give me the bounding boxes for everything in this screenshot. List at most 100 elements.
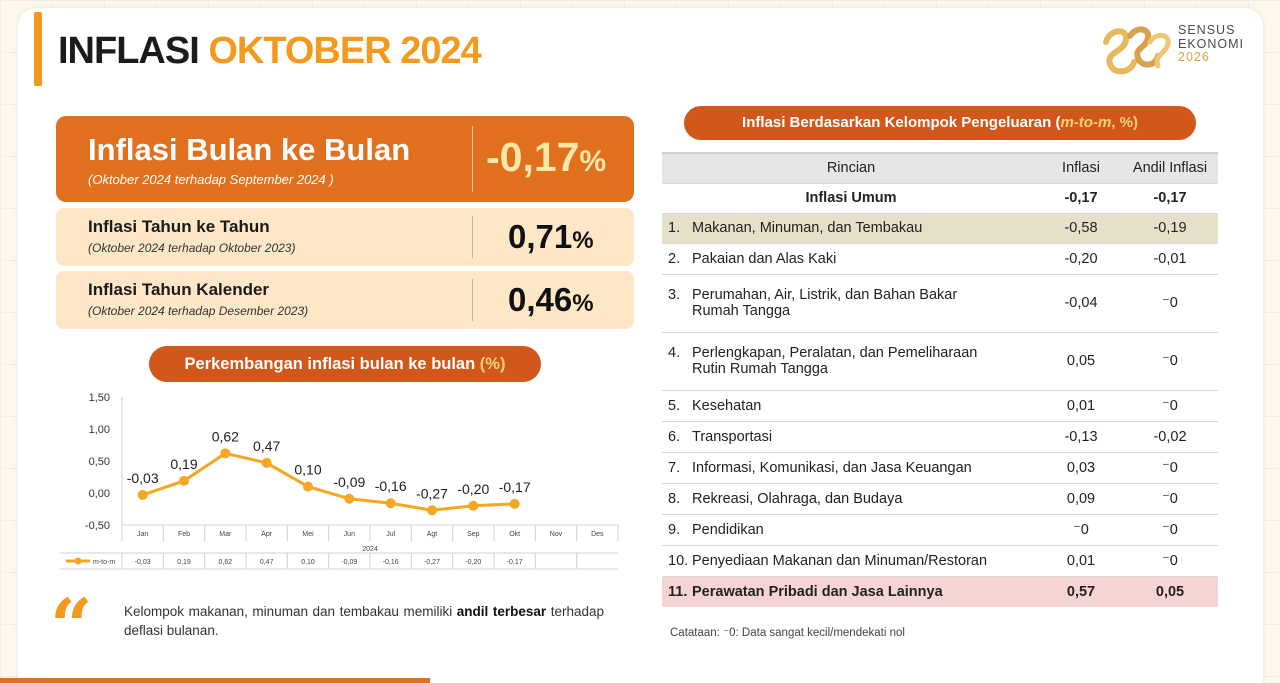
row-number: 3.	[668, 287, 681, 303]
row-name-wrap: 6. Transportasi	[668, 429, 1034, 445]
data-table-value: -0,09	[341, 559, 357, 566]
ytd-number: 0,46	[508, 281, 573, 318]
chart-title-pill: Perkembangan inflasi bulan ke bulan (%)	[149, 346, 541, 382]
yoy-sub: (Oktober 2024 terhadap Oktober 2023)	[88, 241, 296, 255]
general-andil: -0,17	[1122, 182, 1218, 213]
row-inflasi: 0,01	[1040, 389, 1122, 421]
y-tick-label: 0,50	[89, 456, 110, 468]
data-table-value: -0,03	[135, 559, 151, 566]
y-tick-label: 1,50	[89, 392, 110, 404]
x-tick-label: Agt	[427, 531, 438, 538]
row-name-cell: 1. Makanan, Minuman, dan Tembakau	[662, 212, 1040, 243]
row-name-cell: 5. Kesehatan	[662, 389, 1040, 421]
row-name-wrap: 1. Makanan, Minuman, dan Tembakau	[668, 220, 1034, 236]
logo-line3: 2026	[1178, 50, 1210, 64]
row-name-wrap: 3. Perumahan, Air, Listrik, dan Bahan Bak…	[668, 287, 1034, 319]
y-tick-label: -0,50	[85, 520, 110, 532]
title-part2: OKTOBER 2024	[208, 30, 481, 72]
table-row: 9. Pendidikan ⁻0 ⁻0	[662, 513, 1218, 545]
data-table-value: 0,47	[260, 559, 274, 566]
row-label: Perawatan Pribadi dan Jasa Lainnya	[692, 583, 943, 600]
logo-line2: EKONOMI	[1178, 36, 1245, 51]
row-label: Perumahan, Air, Listrik, dan Bahan Bakar…	[692, 287, 958, 319]
quote-before: Kelompok makanan, minuman dan tembakau m…	[124, 604, 457, 619]
x-tick-label: Apr	[261, 531, 273, 538]
general-label: Inflasi Umum	[662, 182, 1040, 213]
table-title-suffix: , %)	[1111, 114, 1138, 131]
yoy-unit: %	[572, 227, 594, 254]
row-number: 6.	[668, 428, 681, 445]
row-number: 10.	[668, 552, 689, 569]
yoy-inflation-box: Inflasi Tahun ke Tahun (Oktober 2024 ter…	[56, 208, 634, 266]
table-row: 6. Transportasi -0,13 -0,02	[662, 420, 1218, 452]
row-name-wrap: 7. Informasi, Komunikasi, dan Jasa Keuang…	[668, 460, 1034, 476]
row-inflasi: -0,04	[1040, 273, 1122, 332]
legend-marker	[74, 557, 82, 565]
data-table-value: 0,10	[301, 559, 315, 566]
table-header-row: Rincian Inflasi Andil Inflasi	[662, 152, 1218, 183]
row-name-wrap: 4. Perlengkapan, Peralatan, dan Pemelihar…	[668, 345, 1034, 377]
data-point	[344, 493, 355, 504]
row-number: 4.	[668, 345, 681, 361]
data-table-value: -0,27	[424, 559, 440, 566]
data-label: -0,09	[333, 474, 365, 490]
inflation-table: Rincian Inflasi Andil Inflasi Inflasi Um…	[662, 152, 1218, 607]
mtm-inflation-box: Inflasi Bulan ke Bulan (Oktober 2024 ter…	[56, 116, 634, 202]
mtm-sub: (Oktober 2024 terhadap September 2024 )	[88, 172, 334, 187]
x-tick-label: Jun	[344, 531, 355, 538]
row-number: 9.	[668, 521, 681, 538]
row-andil: 0,05	[1122, 575, 1218, 607]
mtm-line-chart: -0,50 0,00 0,50 1,00 1,50 Jan Feb Mar Apr Mei Jun J…	[60, 385, 622, 577]
table-row: 7. Informasi, Komunikasi, dan Jasa Keuang…	[662, 451, 1218, 483]
row-andil: -0,02	[1122, 420, 1218, 452]
quote-bold2: terbesar	[492, 604, 547, 619]
x-tick-label: Okt	[509, 531, 520, 538]
data-label: -0,20	[457, 481, 489, 497]
x-tick-label: Sep	[467, 531, 480, 538]
table-title-text: Inflasi Berdasarkan Kelompok Pengeluaran…	[742, 114, 1061, 131]
logo-line1: SENSUS	[1178, 23, 1236, 37]
row-name-cell: 11. Perawatan Pribadi dan Jasa Lainnya	[662, 575, 1040, 607]
chart-title-text: Perkembangan inflasi bulan ke bulan	[184, 355, 476, 373]
row-label: Informasi, Komunikasi, dan Jasa Keuangan	[692, 459, 972, 476]
row-inflasi: 0,01	[1040, 544, 1122, 576]
table-title-pill: Inflasi Berdasarkan Kelompok Pengeluaran…	[684, 106, 1196, 140]
logo-text: SENSUS EKONOMI 2026	[1178, 23, 1245, 65]
quote-bold1: andil	[456, 604, 489, 619]
table-row: 2. Pakaian dan Alas Kaki -0,20 -0,01	[662, 242, 1218, 274]
ytd-unit: %	[572, 290, 594, 317]
header-andil: Andil Inflasi	[1122, 152, 1218, 183]
bottom-accent-line	[0, 678, 430, 683]
row-label: Kesehatan	[692, 397, 762, 414]
series-line	[142, 451, 515, 512]
legend-label: m-to-m	[93, 559, 115, 566]
page-title: INFLASI OKTOBER 2024	[58, 30, 482, 73]
row-andil: ⁻0	[1122, 544, 1218, 576]
row-name-cell: 10. Penyediaan Makanan dan Minuman/Restor…	[662, 544, 1040, 576]
yoy-label: Inflasi Tahun ke Tahun	[88, 217, 270, 236]
ytd-sub: (Oktober 2024 terhadap Desember 2023)	[88, 304, 309, 318]
quote-icon: “	[50, 584, 93, 670]
x-tick-label: Jul	[386, 531, 395, 538]
data-label: 0,10	[294, 462, 321, 478]
data-table-value: -0,16	[383, 559, 399, 566]
table-row: 4. Perlengkapan, Peralatan, dan Pemelihar…	[662, 331, 1218, 390]
data-label: -0,17	[499, 479, 531, 495]
data-table-value: 0,19	[177, 559, 191, 566]
row-label: Penyediaan Makanan dan Minuman/Restoran	[692, 552, 988, 569]
data-point	[137, 489, 148, 500]
row-number: 5.	[668, 397, 681, 414]
chart-title-unit: (%)	[479, 355, 506, 373]
x-tick-label: Des	[591, 531, 604, 538]
yoy-value: 0,71%	[508, 218, 594, 256]
row-number: 2.	[668, 250, 681, 267]
chart-svg: -0,50 0,00 0,50 1,00 1,50 Jan Feb Mar Apr Mei Jun J…	[60, 392, 619, 570]
data-table-value: -0,17	[507, 559, 523, 566]
row-label: Rekreasi, Olahraga, dan Budaya	[692, 490, 903, 507]
title-accent-bar	[34, 12, 42, 86]
general-inflasi: -0,17	[1040, 182, 1122, 213]
row-name-cell: 9. Pendidikan	[662, 513, 1040, 545]
table-row: 1. Makanan, Minuman, dan Tembakau -0,58 -0,…	[662, 212, 1218, 243]
table-note: Catataan: ⁻0: Data sangat kecil/mendekat…	[670, 627, 905, 639]
se2026-logo-icon	[1103, 26, 1171, 75]
